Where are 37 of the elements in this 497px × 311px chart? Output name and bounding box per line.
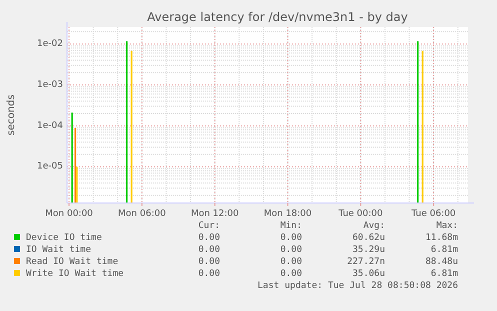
text: Min: [280,221,302,231]
x-tick-label: Tue 06:00 [410,209,456,219]
legend-label: Write IO Wait time [26,269,124,279]
text: Cur: [198,221,220,231]
text: 88.48u [425,257,458,267]
text: 0.00 [280,233,302,243]
text: 0.00 [198,257,220,267]
y-tick-label: 1e-02 [37,38,63,49]
x-tick-label: Mon 06:00 [118,209,166,219]
legend-label: IO Wait time [26,245,92,255]
legend-label: Device IO time [26,233,102,243]
text: 11.68m [425,233,458,243]
text: Last update: Tue Jul 28 08:50:08 2026 [258,281,458,291]
y-tick-label: 1e-04 [37,120,64,131]
y-axis-title: seconds [6,94,17,136]
x-tick-label: Tue 00:00 [338,209,384,219]
y-tick-label: 1e-03 [37,80,63,90]
x-tick-label: Mon 00:00 [45,209,94,219]
text: 35.06u [352,269,385,279]
y-tick-label: 1e-05 [37,162,63,172]
text: 0.00 [280,257,302,267]
text: 0.00 [198,233,220,243]
text: 227.27n [347,257,385,267]
text: 35.29u [352,245,385,255]
chart-title: Average latency for /dev/nvme3n1 - by day [147,10,408,24]
text: 0.00 [198,269,220,279]
text: 0.00 [198,245,220,255]
text: 6.81m [430,269,458,279]
text: 6.81m [430,245,458,255]
x-tick-label: Mon 18:00 [264,209,312,219]
x-tick-label: Mon 12:00 [190,209,239,219]
text: 60.62u [352,233,385,243]
text: 0.00 [280,269,302,279]
text: 0.00 [280,245,302,255]
legend-label: Read IO Wait time [26,257,118,267]
text: Max: [436,221,458,231]
text: Avg: [363,221,385,231]
